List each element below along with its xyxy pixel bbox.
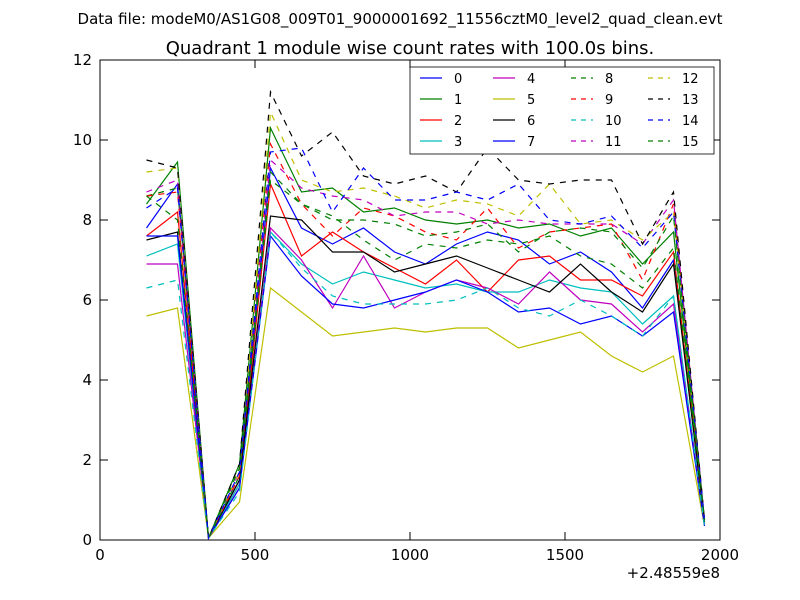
legend-frame xyxy=(409,66,715,155)
series-line-1 xyxy=(146,125,706,539)
series-line-0 xyxy=(146,165,706,541)
legend-label-7: 7 xyxy=(527,135,535,150)
legend-label-11: 11 xyxy=(605,135,622,150)
series-line-5 xyxy=(146,286,706,540)
legend-label-8: 8 xyxy=(605,72,613,87)
series-line-7 xyxy=(146,234,706,540)
y-tick-label: 2 xyxy=(82,451,92,469)
legend-label-12: 12 xyxy=(682,72,699,87)
chart-suptitle: Data file: modeM0/AS1G08_009T01_90000016… xyxy=(78,10,723,29)
x-tick-label: 500 xyxy=(241,546,270,564)
series-line-13 xyxy=(146,89,706,539)
legend-label-0: 0 xyxy=(454,72,462,87)
y-tick-label: 4 xyxy=(82,371,92,389)
x-tick-label: 2000 xyxy=(701,546,739,564)
y-tick-label: 10 xyxy=(73,131,92,149)
series-line-10 xyxy=(146,230,706,540)
y-tick-label: 12 xyxy=(73,51,92,69)
series-line-3 xyxy=(146,230,706,540)
series-line-15 xyxy=(146,170,706,541)
series-line-12 xyxy=(146,109,706,541)
legend-label-10: 10 xyxy=(605,114,622,129)
series-line-8 xyxy=(146,178,706,541)
legend-label-3: 3 xyxy=(454,135,462,150)
x-offset-label: +2.48559e8 xyxy=(627,564,720,582)
series-line-6 xyxy=(146,215,706,541)
plot-frame xyxy=(99,59,721,541)
legend-label-4: 4 xyxy=(527,72,535,87)
y-tick-label: 6 xyxy=(82,291,92,309)
series-line-4 xyxy=(146,226,706,540)
x-tick-label: 1000 xyxy=(391,546,429,564)
series-line-9 xyxy=(146,141,706,541)
legend-label-6: 6 xyxy=(527,114,535,129)
x-tick-label: 1500 xyxy=(546,546,584,564)
x-tick-label: 0 xyxy=(95,546,105,564)
series-line-11 xyxy=(146,158,706,541)
legend-label-2: 2 xyxy=(454,114,462,129)
legend-label-9: 9 xyxy=(605,93,613,108)
legend-label-5: 5 xyxy=(527,93,535,108)
series-layer xyxy=(146,89,706,541)
legend-label-14: 14 xyxy=(682,114,699,129)
y-tick-label: 0 xyxy=(82,531,92,549)
legend-label-15: 15 xyxy=(682,135,699,150)
chart-title: Quadrant 1 module wise count rates with … xyxy=(166,38,655,59)
legend-label-13: 13 xyxy=(682,93,699,108)
series-line-14 xyxy=(146,147,706,541)
legend-label-1: 1 xyxy=(454,93,462,108)
y-tick-label: 8 xyxy=(82,211,92,229)
